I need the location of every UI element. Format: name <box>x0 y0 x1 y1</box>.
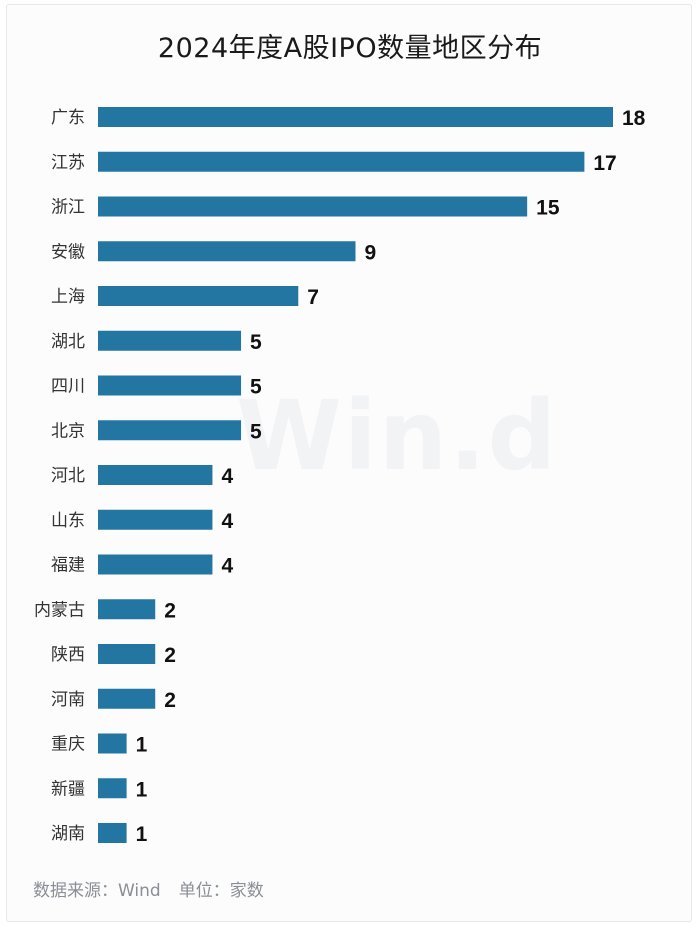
value-label: 5 <box>250 420 262 443</box>
value-label: 1 <box>136 734 148 757</box>
category-label: 江苏 <box>51 153 85 173</box>
bar <box>98 509 213 530</box>
value-label: 17 <box>593 152 616 175</box>
value-label: 9 <box>365 241 377 264</box>
category-label: 山东 <box>51 511 85 531</box>
category-label: 福建 <box>51 556 85 576</box>
value-label: 1 <box>136 823 148 846</box>
category-label: 浙江 <box>51 198 85 218</box>
value-label: 4 <box>221 465 233 488</box>
bar <box>98 420 242 441</box>
bar <box>98 241 356 262</box>
value-label: 2 <box>164 599 176 622</box>
bar <box>98 286 299 306</box>
value-label: 4 <box>221 555 233 578</box>
bar <box>98 644 156 664</box>
bar <box>98 733 127 754</box>
category-label: 北京 <box>51 421 85 441</box>
bar <box>98 465 213 485</box>
category-label: 安徽 <box>51 242 85 262</box>
category-label: 内蒙古 <box>34 600 85 620</box>
category-label: 河北 <box>51 466 85 486</box>
category-label: 重庆 <box>51 735 85 755</box>
data-source: 数据来源：Wind <box>33 881 161 901</box>
category-label: 新疆 <box>51 779 85 799</box>
bar <box>98 599 156 620</box>
category-label: 广东 <box>51 108 85 128</box>
category-label: 湖北 <box>51 332 85 352</box>
value-label: 18 <box>622 107 646 130</box>
bar <box>98 107 613 127</box>
unit-label: 单位：家数 <box>178 881 264 901</box>
category-label: 上海 <box>51 287 85 307</box>
value-label: 15 <box>536 197 560 220</box>
bar <box>98 375 242 396</box>
value-label: 4 <box>221 510 233 533</box>
value-label: 5 <box>250 376 262 399</box>
category-label: 湖南 <box>51 824 85 844</box>
value-label: 7 <box>307 286 319 309</box>
bar <box>98 778 127 799</box>
value-label: 2 <box>164 644 176 667</box>
category-label: 四川 <box>51 377 85 397</box>
value-label: 1 <box>136 778 148 801</box>
value-label: 5 <box>250 331 262 354</box>
watermark: Win.d <box>236 380 559 492</box>
value-label: 2 <box>164 689 176 712</box>
bar <box>98 688 156 709</box>
source-note: 数据来源：Wind 单位：家数 <box>33 876 264 901</box>
bar <box>98 823 127 843</box>
bar <box>98 196 528 217</box>
bar <box>98 151 585 172</box>
category-label: 陕西 <box>51 645 85 665</box>
bar <box>98 330 242 351</box>
category-label: 河南 <box>51 690 85 710</box>
bar <box>98 554 213 575</box>
chart-title: 2024年度A股IPO数量地区分布 <box>157 33 543 64</box>
